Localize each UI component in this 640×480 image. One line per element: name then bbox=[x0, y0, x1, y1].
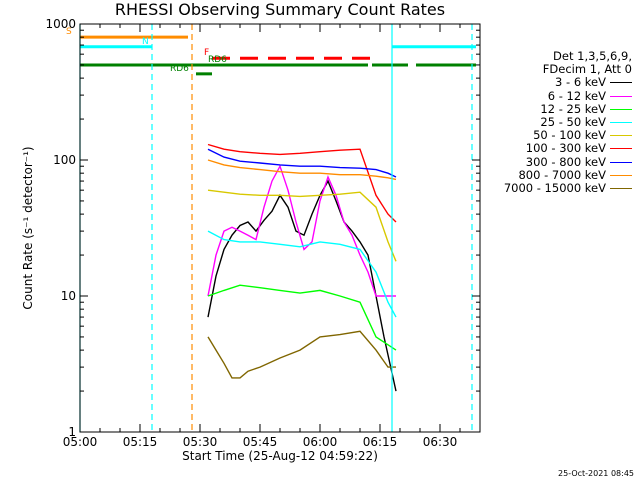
legend-item-6: 300 - 800 keV bbox=[432, 154, 632, 169]
x-tick-label-1: 05:15 bbox=[123, 435, 158, 449]
legend-item-3: 25 - 50 keV bbox=[432, 115, 632, 130]
y-tick-label-2: 100 bbox=[53, 153, 76, 167]
state-bar-label-1: N bbox=[142, 37, 149, 47]
legend-item-1: 6 - 12 keV bbox=[432, 88, 632, 103]
vertical-markers-layer bbox=[79, 24, 473, 432]
axes-layer: 05:00 05:15 05:30 05:45 06:00 06:15 06:30 1 10 10… bbox=[21, 17, 481, 463]
legend-swatch bbox=[610, 95, 632, 97]
state-bar-label-0: S bbox=[66, 27, 72, 37]
legend-item-0: 3 - 6 keV bbox=[432, 76, 632, 89]
legend-label: 100 - 300 keV bbox=[525, 141, 606, 156]
x-tick-label-3: 05:45 bbox=[243, 435, 278, 449]
y-tick-label-0: 1 bbox=[68, 425, 76, 439]
legend-swatch bbox=[610, 135, 632, 137]
legend: Det 1,3,5,6,9, FDecim 1, Att 0 3 - 6 keV… bbox=[432, 49, 632, 196]
chart-title: RHESSI Observing Summary Count Rates bbox=[114, 0, 446, 19]
legend-label: 12 - 25 keV bbox=[540, 101, 606, 116]
x-tick-label-2: 05:30 bbox=[183, 435, 218, 449]
y-tick-label-3: 1000 bbox=[45, 17, 76, 31]
legend-label: 7000 - 15000 keV bbox=[503, 181, 606, 196]
legend-item-5: 100 - 300 keV bbox=[432, 142, 632, 155]
state-bar-label-4: RD6 bbox=[170, 64, 189, 74]
legend-label: 800 - 7000 keV bbox=[518, 167, 606, 182]
series-line-7 bbox=[207, 159, 397, 181]
x-tick-label-4: 06:00 bbox=[303, 435, 338, 449]
footer-timestamp: 25-Oct-2021 08:45 bbox=[558, 469, 634, 478]
legend-swatch bbox=[610, 161, 632, 163]
legend-header-line-1: Det 1,3,5,6,9, bbox=[553, 49, 632, 63]
y-tick-label-1: 10 bbox=[61, 289, 76, 303]
legend-swatch bbox=[610, 122, 632, 124]
series-line-8 bbox=[207, 330, 396, 379]
series-line-0 bbox=[207, 179, 397, 392]
legend-header-line-2: FDecim 1, Att 0 bbox=[542, 62, 632, 77]
y-axis-label: Count Rate (s⁻¹ detector⁻¹) bbox=[21, 146, 35, 309]
x-tick-label-6: 06:30 bbox=[423, 435, 458, 449]
legend-swatch bbox=[610, 82, 632, 84]
x-tick-label-5: 06:15 bbox=[363, 435, 398, 449]
plot-frame bbox=[79, 23, 481, 433]
legend-swatch bbox=[610, 108, 632, 110]
series-layer bbox=[207, 143, 397, 392]
x-tick-label-0: 05:00 bbox=[63, 435, 98, 449]
legend-swatch bbox=[610, 188, 632, 190]
legend-item-2: 12 - 25 keV bbox=[432, 101, 632, 116]
state-bar-label-3: RD6 bbox=[208, 55, 227, 65]
legend-label: 6 - 12 keV bbox=[547, 88, 606, 103]
legend-swatch bbox=[610, 174, 632, 176]
x-axis-label: Start Time (25-Aug-12 04:59:22) bbox=[182, 449, 378, 463]
series-line-3 bbox=[207, 230, 397, 318]
state-bar-label-2: F bbox=[204, 48, 209, 58]
series-line-2 bbox=[207, 284, 397, 351]
legend-label: 300 - 800 keV bbox=[525, 154, 606, 169]
legend-item-4: 50 - 100 keV bbox=[432, 129, 632, 142]
legend-label: 50 - 100 keV bbox=[533, 128, 606, 143]
series-line-4 bbox=[207, 189, 397, 262]
legend-item-8: 7000 - 15000 keV bbox=[432, 181, 632, 196]
series-line-6 bbox=[207, 148, 397, 178]
legend-label: 3 - 6 keV bbox=[555, 75, 606, 90]
series-line-1 bbox=[207, 164, 396, 297]
legend-item-7: 800 - 7000 keV bbox=[432, 167, 632, 182]
series-line-5 bbox=[207, 143, 397, 223]
legend-label: 25 - 50 keV bbox=[540, 115, 606, 130]
legend-swatch bbox=[610, 148, 632, 150]
